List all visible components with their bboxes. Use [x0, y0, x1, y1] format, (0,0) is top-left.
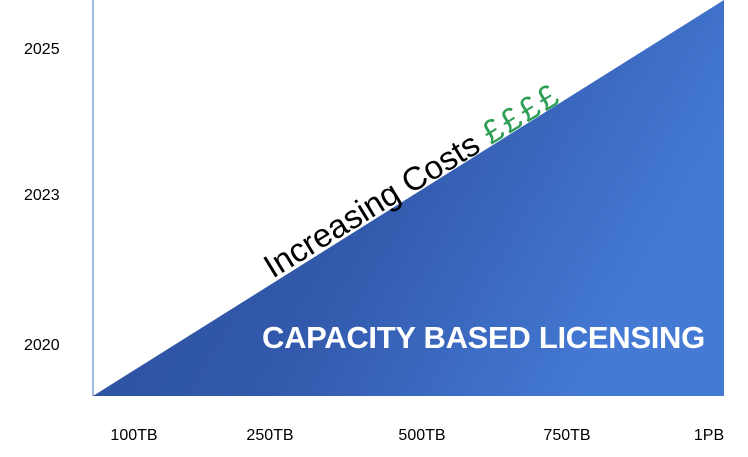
licensing-banner: CAPACITY BASED LICENSING — [262, 320, 705, 355]
y-tick-labels: 2025 2023 2020 — [24, 41, 60, 354]
x-tick-label: 500TB — [398, 427, 445, 444]
x-tick-labels: 100TB 250TB 500TB 750TB 1PB — [110, 427, 724, 444]
y-tick-label: 2023 — [24, 187, 60, 204]
x-tick-label: 1PB — [694, 427, 724, 444]
x-tick-label: 750TB — [543, 427, 590, 444]
y-tick-label: 2020 — [24, 337, 60, 354]
x-tick-label: 100TB — [110, 427, 157, 444]
y-tick-label: 2025 — [24, 41, 60, 58]
capacity-area — [93, 0, 724, 396]
x-tick-label: 250TB — [246, 427, 293, 444]
